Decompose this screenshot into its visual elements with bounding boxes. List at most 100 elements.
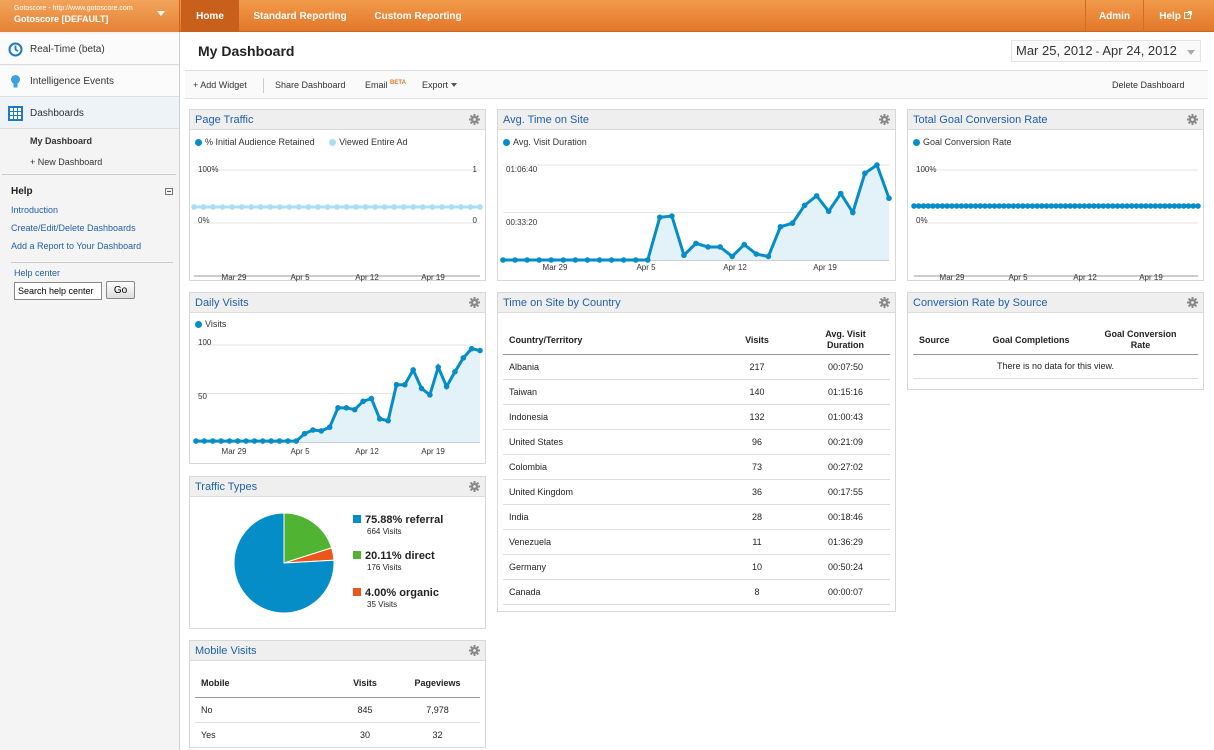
sidebar-item-realtime[interactable]: Real-Time (beta) bbox=[0, 34, 179, 65]
column-header[interactable]: Source bbox=[913, 326, 979, 355]
data-point bbox=[837, 190, 844, 197]
legend-entry: % Initial Audience Retained bbox=[205, 137, 315, 147]
x-tick-label: Apr 19 bbox=[421, 273, 445, 282]
table-cell: 28 bbox=[713, 504, 801, 530]
legend-entry: Visits bbox=[205, 319, 227, 329]
gear-icon[interactable] bbox=[1186, 296, 1199, 309]
widget-title[interactable]: Page Traffic bbox=[195, 114, 254, 126]
column-header[interactable]: Goal Conversion Rate bbox=[1083, 326, 1198, 355]
data-point bbox=[210, 204, 216, 210]
data-point bbox=[874, 162, 880, 168]
add-widget-button[interactable]: + Add Widget bbox=[193, 80, 247, 90]
sidebar-item-dashboards[interactable]: Dashboards bbox=[0, 98, 179, 129]
chevron-down-icon[interactable] bbox=[1187, 50, 1195, 55]
widget-header: Conversion Rate by Source bbox=[908, 293, 1203, 313]
daily-visits-chart: 100 50 Mar 29 Apr 5 Apr 12 Apr 19 bbox=[193, 338, 483, 456]
widget-header: Mobile Visits bbox=[190, 641, 485, 661]
data-point bbox=[402, 381, 408, 388]
tab-home[interactable]: Home bbox=[181, 0, 239, 32]
help-go-button[interactable]: Go bbox=[106, 281, 135, 299]
widget-title[interactable]: Traffic Types bbox=[195, 481, 258, 493]
table-cell: 32 bbox=[395, 722, 480, 748]
data-point bbox=[343, 204, 350, 210]
sidebar-item-intelligence[interactable]: Intelligence Events bbox=[0, 66, 179, 97]
data-point bbox=[1043, 203, 1050, 209]
gear-icon[interactable] bbox=[1186, 113, 1199, 126]
widget-daily-visits: Daily Visits Visits 100 50 Mar 29 Apr 5 Apr … bbox=[189, 292, 486, 464]
data-point bbox=[468, 345, 475, 352]
account-selector[interactable]: Gotoscore - http://www.gotoscore.com Got… bbox=[0, 0, 180, 32]
data-point bbox=[934, 203, 941, 209]
table-cell: Colombia bbox=[503, 454, 713, 480]
sidebar-item-my-dashboard[interactable]: My Dashboard bbox=[30, 136, 93, 146]
legend-swatch bbox=[353, 551, 361, 559]
data-point bbox=[268, 438, 274, 444]
y-tick-label: 0% bbox=[198, 216, 210, 225]
x-tick-label: Mar 29 bbox=[940, 273, 965, 282]
data-point bbox=[410, 204, 416, 210]
table-cell: 00:17:55 bbox=[801, 479, 890, 505]
data-point bbox=[825, 208, 832, 215]
data-point bbox=[1024, 203, 1031, 209]
gear-icon[interactable] bbox=[468, 296, 481, 309]
email-label: Email bbox=[365, 80, 388, 90]
x-tick-label: Apr 5 bbox=[1008, 273, 1028, 282]
widget-title[interactable]: Avg. Time on Site bbox=[503, 114, 590, 126]
tab-admin[interactable]: Admin bbox=[1085, 0, 1143, 32]
table-cell: Germany bbox=[503, 554, 713, 580]
gear-icon[interactable] bbox=[468, 644, 481, 657]
column-header[interactable]: Country/Territory bbox=[503, 326, 713, 355]
sidebar-item-new-dashboard[interactable]: + New Dashboard bbox=[30, 157, 103, 167]
data-point bbox=[477, 347, 483, 354]
help-link-create-dashboards[interactable]: Create/Edit/Delete Dashboards bbox=[11, 223, 136, 233]
gear-icon[interactable] bbox=[878, 113, 891, 126]
widget-title[interactable]: Total Goal Conversion Rate bbox=[913, 114, 1048, 126]
data-point bbox=[243, 438, 249, 444]
widget-title[interactable]: Mobile Visits bbox=[195, 645, 257, 657]
table-row: No 845 7,978 bbox=[195, 697, 480, 723]
widget-header: Daily Visits bbox=[190, 293, 485, 313]
legend-dot bbox=[329, 139, 337, 146]
share-dashboard-button[interactable]: Share Dashboard bbox=[275, 80, 346, 90]
help-link-add-report[interactable]: Add a Report to Your Dashboard bbox=[11, 241, 142, 251]
widget-title[interactable]: Daily Visits bbox=[195, 297, 249, 309]
collapse-icon[interactable] bbox=[165, 188, 173, 195]
gear-icon[interactable] bbox=[878, 296, 891, 309]
chevron-down-icon[interactable] bbox=[157, 11, 165, 16]
column-header[interactable]: Pageviews bbox=[395, 669, 480, 698]
column-header[interactable]: Goal Completions bbox=[979, 326, 1083, 355]
column-header[interactable]: Visits bbox=[713, 326, 801, 355]
x-tick-label: Apr 5 bbox=[636, 263, 656, 272]
widget-mobile-visits: Mobile Visits Mobile Visits Pageviews No… bbox=[189, 640, 486, 748]
table-cell: 30 bbox=[335, 722, 395, 748]
data-point bbox=[1015, 203, 1021, 209]
data-point bbox=[1020, 203, 1026, 209]
data-point bbox=[1081, 203, 1088, 209]
tab-custom-reporting[interactable]: Custom Reporting bbox=[374, 11, 462, 22]
column-header[interactable]: Avg. Visit Duration bbox=[801, 326, 890, 355]
data-point bbox=[343, 405, 350, 411]
realtime-icon bbox=[8, 42, 23, 57]
data-point bbox=[968, 203, 974, 209]
tab-help[interactable]: Help bbox=[1143, 0, 1207, 32]
column-header[interactable]: Visits bbox=[335, 669, 395, 698]
gear-icon[interactable] bbox=[468, 113, 481, 126]
date-range-picker[interactable]: Mar 25, 2012 - Apr 24, 2012 bbox=[1011, 40, 1201, 62]
delete-dashboard-button[interactable]: Delete Dashboard bbox=[1112, 80, 1185, 90]
gear-icon[interactable] bbox=[468, 480, 481, 493]
country-table: Country/Territory Visits Avg. Visit Dura… bbox=[503, 326, 890, 605]
legend-label: 4.00% organic bbox=[365, 587, 439, 599]
widget-title[interactable]: Time on Site by Country bbox=[503, 297, 621, 309]
email-button[interactable]: Email BETA bbox=[365, 80, 406, 90]
legend-entry: Avg. Visit Duration bbox=[513, 137, 587, 147]
chart-legend: Visits bbox=[195, 319, 226, 329]
column-header[interactable]: Mobile bbox=[195, 669, 335, 698]
y-tick-label: 100 bbox=[198, 338, 212, 347]
help-search-input[interactable] bbox=[14, 282, 102, 300]
table-cell: 10 bbox=[713, 554, 801, 580]
widget-title[interactable]: Conversion Rate by Source bbox=[913, 297, 1048, 309]
tab-standard-reporting[interactable]: Standard Reporting bbox=[253, 11, 347, 22]
export-button[interactable]: Export bbox=[422, 80, 457, 90]
widget-avg-time-on-site: Avg. Time on Site Avg. Visit Duration 01… bbox=[497, 109, 896, 281]
help-link-introduction[interactable]: Introduction bbox=[11, 205, 59, 215]
